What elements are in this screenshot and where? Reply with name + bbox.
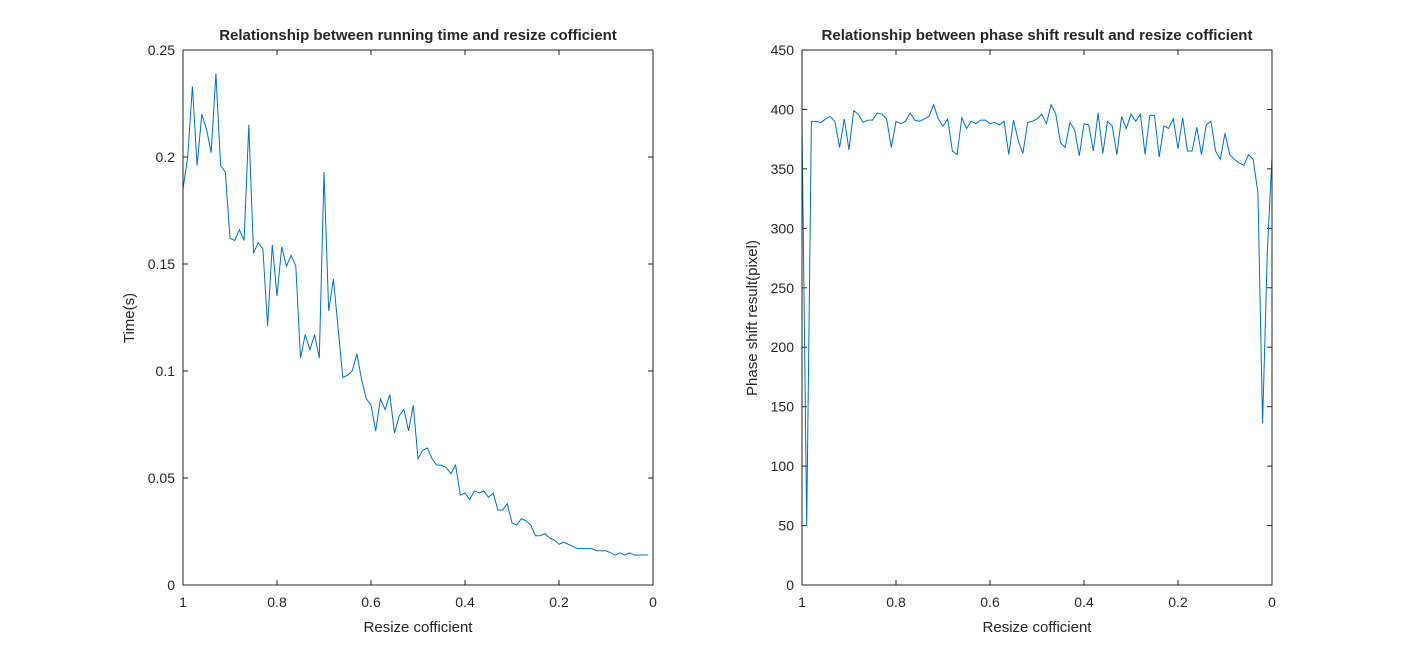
phase-shift-chart-y-tick-label: 0: [786, 577, 794, 593]
time-chart-axes-box: [182, 49, 654, 586]
time-chart-ticks: 1 0.8 0.6 0.4 0.2 0 0 0.05 0.1 0.15 0.2 0.25: [148, 42, 657, 610]
time-chart-x-tick-label: 0.2: [549, 594, 569, 610]
phase-shift-chart-x-tick-label: 0.8: [886, 594, 906, 610]
phase-shift-chart-y-tick-label: 250: [771, 280, 795, 296]
time-chart-y-tick-label: 0.1: [156, 363, 176, 379]
phase-shift-chart-y-tick-label: 400: [771, 101, 795, 117]
phase-shift-chart-y-tick-label: 50: [778, 518, 794, 534]
phase-shift-chart-y-tick-label: 350: [771, 161, 795, 177]
phase-shift-chart-x-tick-label: 0: [1268, 594, 1276, 610]
time-chart-x-axis-label: Resize cofficient: [364, 619, 474, 636]
phase-shift-chart: Relationship between phase shift result …: [744, 27, 1276, 636]
time-chart-title: Relationship between running time and re…: [219, 27, 617, 44]
time-chart-y-tick-label: 0.05: [148, 470, 175, 486]
phase-shift-chart-x-tick-label: 1: [798, 594, 806, 610]
phase-shift-series-line: [801, 103, 1273, 526]
phase-shift-chart-x-tick-label: 0.2: [1168, 594, 1188, 610]
phase-shift-chart-ticks: 1 0.8 0.6 0.4 0.2 0 0 50 100 150 200 250 300 350 400 45…: [771, 42, 1276, 610]
time-chart-y-tick-label: 0: [167, 577, 175, 593]
phase-shift-chart-y-axis-label: Phase shift result(pixel): [744, 240, 761, 396]
time-chart-y-tick-label: 0.15: [148, 256, 175, 272]
phase-shift-chart-x-tick-label: 0.6: [980, 594, 1000, 610]
phase-shift-chart-y-tick-label: 100: [771, 458, 795, 474]
phase-shift-chart-y-tick-label: 150: [771, 399, 795, 415]
time-chart-x-tick-label: 0.4: [455, 594, 475, 610]
time-chart-x-tick-label: 0.8: [267, 594, 287, 610]
time-chart-x-tick-label: 1: [179, 594, 187, 610]
time-chart-y-axis-label: Time(s): [121, 293, 138, 343]
phase-shift-chart-y-tick-label: 200: [771, 339, 795, 355]
phase-shift-chart-x-tick-label: 0.4: [1074, 594, 1094, 610]
phase-shift-chart-y-tick-label: 450: [771, 42, 795, 58]
time-chart-y-tick-label: 0.25: [148, 42, 175, 58]
time-series-line: [182, 73, 649, 556]
time-chart-y-tick-label: 0.2: [156, 149, 176, 165]
phase-shift-chart-y-tick-label: 300: [771, 220, 795, 236]
time-chart-x-tick-label: 0.6: [361, 594, 381, 610]
phase-shift-chart-x-axis-label: Resize cofficient: [983, 619, 1093, 636]
time-chart: Relationship between running time and re…: [121, 27, 657, 636]
phase-shift-chart-axes-box: [801, 49, 1273, 586]
phase-shift-chart-title: Relationship between phase shift result …: [822, 27, 1253, 44]
time-chart-x-tick-label: 0: [649, 594, 657, 610]
